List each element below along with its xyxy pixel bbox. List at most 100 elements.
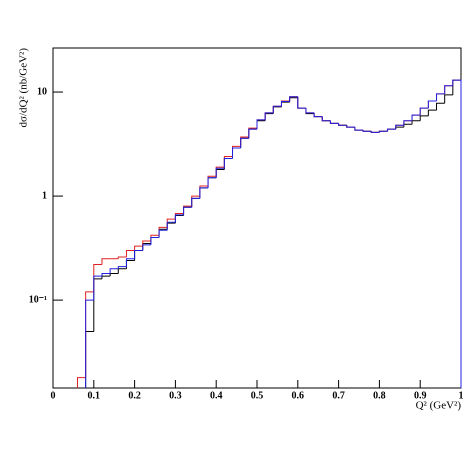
histogram-step	[191, 197, 200, 208]
x-tick-label: 0	[51, 390, 56, 401]
histogram-step	[264, 112, 274, 120]
histogram-step	[436, 102, 445, 111]
histogram-step	[85, 330, 94, 388]
histogram-step	[207, 177, 217, 188]
histogram-step	[134, 249, 143, 261]
histogram-step	[411, 120, 421, 125]
y-tick-label: 10⁻¹	[29, 294, 47, 305]
histogram-step	[150, 234, 160, 242]
histogram-step	[125, 249, 135, 257]
histogram-step	[125, 260, 135, 269]
x-tick-label: 0.8	[373, 390, 386, 401]
histogram-step	[256, 120, 266, 130]
histogram-step	[101, 258, 111, 265]
x-tick-label: 0.4	[210, 390, 223, 401]
histogram-step	[166, 221, 176, 231]
histogram-step	[329, 120, 339, 124]
histogram-step	[436, 93, 445, 102]
histogram-step	[444, 85, 453, 94]
histogram-step	[378, 130, 388, 133]
histogram-step	[223, 157, 233, 169]
histogram-step	[101, 275, 111, 279]
histogram-step	[452, 79, 462, 388]
histogram-step	[297, 97, 306, 109]
histogram-step	[223, 157, 233, 170]
histogram-step	[199, 187, 209, 199]
histogram-step	[452, 79, 462, 388]
histogram-step	[289, 97, 298, 103]
histogram-step	[419, 107, 429, 116]
histogram-step	[411, 114, 421, 121]
histogram-step	[85, 299, 94, 388]
histogram-step	[207, 177, 217, 188]
plot-frame	[52, 47, 462, 389]
x-tick-label: 0.9	[414, 390, 427, 401]
histogram-step	[174, 215, 184, 224]
y-tick-label: 10	[37, 86, 47, 97]
histogram-step	[183, 206, 192, 216]
histogram-step	[297, 96, 306, 109]
histogram-step	[109, 268, 119, 274]
x-tick-label: 0.6	[292, 390, 305, 401]
histogram-step	[305, 108, 315, 114]
histogram-step	[232, 147, 241, 159]
histogram-step	[117, 256, 127, 259]
histogram-step	[280, 101, 290, 107]
histogram-step	[346, 125, 355, 128]
histogram-step	[174, 213, 184, 220]
histogram-step	[321, 116, 331, 122]
histogram-step	[338, 123, 347, 126]
histogram-step	[321, 116, 331, 122]
x-tick-label: 0.7	[332, 390, 345, 401]
histogram-step	[444, 85, 453, 94]
histogram-step	[248, 128, 257, 139]
histogram-step	[411, 114, 421, 121]
histogram-step	[166, 222, 176, 230]
histogram-step	[264, 113, 274, 121]
histogram-step	[199, 187, 209, 199]
histogram-step	[76, 377, 86, 388]
histogram-step	[403, 120, 413, 126]
histogram-step	[452, 79, 462, 388]
histogram-step	[85, 291, 94, 378]
histogram-step	[191, 197, 200, 208]
histogram-step	[419, 107, 429, 116]
histogram-step	[321, 116, 331, 122]
histogram-step	[134, 249, 143, 259]
histogram-step	[93, 263, 102, 292]
histogram-step	[362, 130, 372, 132]
histogram-step	[280, 101, 290, 107]
histogram-step	[427, 100, 437, 109]
x-tick-label: 0.1	[88, 390, 101, 401]
histogram-step	[403, 123, 413, 128]
histogram-step	[117, 268, 127, 274]
y-tick-label: 1	[42, 190, 47, 201]
histogram-step	[436, 93, 445, 102]
x-tick-label: 1	[459, 390, 463, 401]
histogram-step	[248, 128, 257, 139]
histogram-step	[387, 128, 396, 132]
histogram-step	[158, 226, 168, 236]
histogram-step	[354, 127, 364, 131]
x-axis-label: Q² (GeV²)	[416, 400, 462, 412]
histogram-step	[272, 106, 282, 114]
x-tick-label: 0.2	[128, 390, 141, 401]
histogram-step	[158, 229, 168, 238]
histogram-step	[395, 126, 404, 130]
x-tick-label: 0.3	[169, 390, 182, 401]
histogram-step	[150, 236, 160, 245]
histogram-step	[444, 94, 453, 104]
histogram-step	[142, 244, 151, 251]
histogram-step	[297, 96, 306, 109]
histogram-step	[305, 108, 315, 114]
histogram-step	[150, 236, 160, 244]
histogram-step	[215, 169, 225, 178]
histogram-step	[419, 115, 429, 121]
histogram-step	[240, 137, 249, 148]
histogram-step	[183, 206, 192, 215]
histogram-step	[313, 112, 323, 118]
histogram-step	[427, 100, 437, 109]
histogram-step	[427, 109, 437, 116]
